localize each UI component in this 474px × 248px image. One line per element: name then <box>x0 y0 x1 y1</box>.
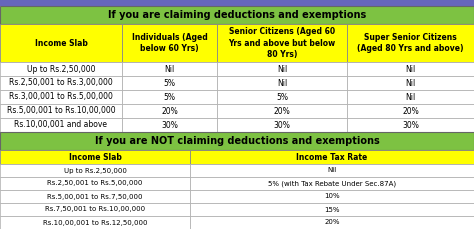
Bar <box>122 118 217 132</box>
Text: Nil: Nil <box>277 64 287 73</box>
Bar <box>347 104 474 118</box>
Bar <box>0 150 190 164</box>
Text: 10%: 10% <box>324 193 340 199</box>
Text: 30%: 30% <box>161 121 178 129</box>
Bar <box>217 118 347 132</box>
Bar <box>0 190 190 203</box>
Text: 15%: 15% <box>324 207 340 213</box>
Text: Rs.7,50,001 to Rs.10,00,000: Rs.7,50,001 to Rs.10,00,000 <box>45 207 145 213</box>
Bar <box>190 150 474 164</box>
Text: Rs.10,00,001 and above: Rs.10,00,001 and above <box>15 121 108 129</box>
Bar <box>0 164 190 177</box>
Bar <box>0 90 122 104</box>
Text: Nil: Nil <box>405 64 416 73</box>
Text: If you are claiming deductions and exemptions: If you are claiming deductions and exemp… <box>108 10 366 20</box>
Text: Up to Rs.2,50,000: Up to Rs.2,50,000 <box>64 167 127 174</box>
Text: 20%: 20% <box>402 106 419 116</box>
Text: Rs.2,50,001 to Rs.3,00,000: Rs.2,50,001 to Rs.3,00,000 <box>9 79 113 88</box>
Bar <box>217 90 347 104</box>
Text: Nil: Nil <box>405 79 416 88</box>
Text: 30%: 30% <box>273 121 291 129</box>
Bar <box>190 177 474 190</box>
Text: 30%: 30% <box>402 121 419 129</box>
Text: Individuals (Aged
below 60 Yrs): Individuals (Aged below 60 Yrs) <box>132 33 207 53</box>
Bar <box>0 62 122 76</box>
Bar <box>190 164 474 177</box>
Bar <box>347 76 474 90</box>
Text: 5% (with Tax Rebate Under Sec.87A): 5% (with Tax Rebate Under Sec.87A) <box>268 180 396 187</box>
Text: 5%: 5% <box>276 93 288 101</box>
Bar <box>122 62 217 76</box>
Text: 20%: 20% <box>161 106 178 116</box>
Text: Nil: Nil <box>328 167 337 174</box>
Text: 5%: 5% <box>164 93 175 101</box>
Text: 20%: 20% <box>324 219 340 225</box>
Text: 20%: 20% <box>273 106 291 116</box>
Bar <box>0 216 190 229</box>
Bar <box>0 132 474 150</box>
Text: Income Slab: Income Slab <box>35 38 87 48</box>
Bar <box>347 90 474 104</box>
Bar <box>0 76 122 90</box>
Text: Income Tax Rate: Income Tax Rate <box>296 153 368 161</box>
Bar <box>0 104 122 118</box>
Bar <box>122 104 217 118</box>
Bar <box>347 62 474 76</box>
Text: Rs.5,00,001 to Rs.10,00,000: Rs.5,00,001 to Rs.10,00,000 <box>7 106 115 116</box>
Text: Senior Citizens (Aged 60
Yrs and above but below
80 Yrs): Senior Citizens (Aged 60 Yrs and above b… <box>228 27 336 59</box>
Text: Rs.3,00,001 to Rs.5,00,000: Rs.3,00,001 to Rs.5,00,000 <box>9 93 113 101</box>
Bar <box>217 62 347 76</box>
Text: Nil: Nil <box>164 64 174 73</box>
Text: Rs.10,00,001 to Rs.12,50,000: Rs.10,00,001 to Rs.12,50,000 <box>43 219 147 225</box>
Bar <box>0 229 474 248</box>
Bar <box>0 24 122 62</box>
Bar <box>347 118 474 132</box>
Text: Income Slab: Income Slab <box>69 153 121 161</box>
Text: Rs.2,50,001 to Rs.5,00,000: Rs.2,50,001 to Rs.5,00,000 <box>47 181 143 186</box>
Bar <box>190 190 474 203</box>
Text: Rs.5,00,001 to Rs.7,50,000: Rs.5,00,001 to Rs.7,50,000 <box>47 193 143 199</box>
Text: Super Senior Citizens
(Aged 80 Yrs and above): Super Senior Citizens (Aged 80 Yrs and a… <box>357 33 464 53</box>
Bar <box>217 76 347 90</box>
Text: 5%: 5% <box>164 79 175 88</box>
Bar <box>190 203 474 216</box>
Bar <box>190 216 474 229</box>
Bar <box>122 90 217 104</box>
Bar <box>0 203 190 216</box>
Text: If you are NOT claiming deductions and exemptions: If you are NOT claiming deductions and e… <box>95 136 379 146</box>
Bar <box>0 118 122 132</box>
Bar <box>0 177 190 190</box>
Bar <box>217 104 347 118</box>
Bar <box>0 6 474 24</box>
Text: Nil: Nil <box>277 79 287 88</box>
Bar <box>0 0 474 6</box>
Bar <box>347 24 474 62</box>
Text: Nil: Nil <box>405 93 416 101</box>
Bar <box>217 24 347 62</box>
Bar <box>122 76 217 90</box>
Text: Up to Rs.2,50,000: Up to Rs.2,50,000 <box>27 64 95 73</box>
Bar <box>122 24 217 62</box>
